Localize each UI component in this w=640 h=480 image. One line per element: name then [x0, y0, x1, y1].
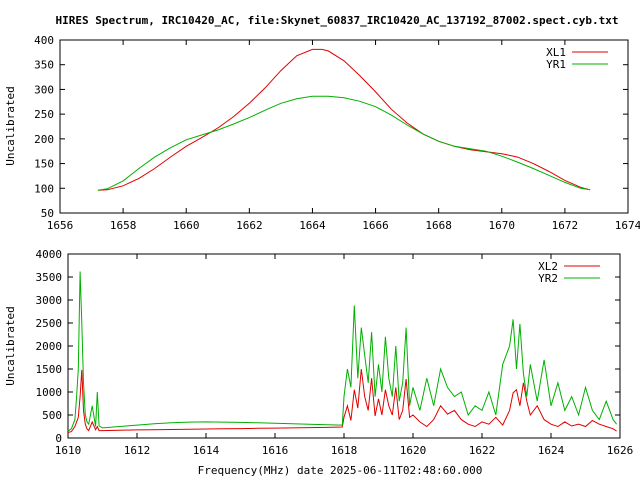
bottom-y-tick-label: 1500 — [36, 363, 63, 376]
bottom-y-tick-label: 3000 — [36, 294, 63, 307]
series-line-yr2 — [67, 271, 617, 432]
bottom-y-tick-label: 4000 — [36, 248, 63, 261]
top-x-tick-label: 1662 — [236, 219, 263, 232]
top-x-tick-label: 1658 — [110, 219, 137, 232]
bottom-x-tick-label: 1626 — [607, 444, 634, 457]
bottom-x-tick-label: 1618 — [331, 444, 358, 457]
bottom-y-tick-label: 2000 — [36, 340, 63, 353]
top-chart-panel: 1656 1658 1660 1662 1664 1666 1668 1670 1672 1674… — [4, 34, 640, 232]
series-line-xl2 — [67, 368, 617, 433]
top-plot-frame — [59, 39, 629, 214]
bottom-x-tick-label: 1620 — [400, 444, 427, 457]
top-y-tick-label: 350 — [34, 59, 54, 72]
bottom-chart-panel: 1610 1612 1614 1616 1618 1620 1622 1624 1626 0 500… — [4, 248, 633, 457]
bottom-x-tick-label: 1610 — [55, 444, 82, 457]
series-line-yr1 — [97, 95, 591, 191]
top-x-tick-label: 1672 — [552, 219, 579, 232]
bottom-axis-ticks: 1610 1612 1614 1616 1618 1620 1622 1624 1626 0 500… — [36, 248, 634, 457]
top-y-tick-label: 400 — [34, 34, 54, 47]
bottom-x-tick-label: 1624 — [538, 444, 565, 457]
top-y-tick-label: 250 — [34, 108, 54, 121]
bottom-y-tick-label: 3500 — [36, 271, 63, 284]
bottom-x-tick-label: 1614 — [193, 444, 220, 457]
bottom-x-tick-label: 1616 — [262, 444, 289, 457]
series-line-xl1 — [97, 48, 591, 191]
top-x-tick-label: 1656 — [47, 219, 74, 232]
top-y-tick-label: 50 — [41, 207, 54, 220]
top-x-tick-label: 1668 — [425, 219, 452, 232]
top-x-tick-label: 1670 — [489, 219, 516, 232]
legend-label-yr2: YR2 — [538, 272, 558, 285]
top-x-tick-label: 1660 — [173, 219, 200, 232]
bottom-x-tick-label: 1612 — [124, 444, 151, 457]
bottom-y-tick-label: 0 — [55, 432, 62, 445]
top-series-lines — [97, 48, 591, 191]
bottom-x-tick-label: 1622 — [469, 444, 496, 457]
bottom-y-tick-label: 1000 — [36, 386, 63, 399]
top-y-axis-label: Uncalibrated — [4, 86, 17, 165]
bottom-y-tick-label: 2500 — [36, 317, 63, 330]
top-y-tick-label: 100 — [34, 182, 54, 195]
bottom-y-axis-label: Uncalibrated — [4, 306, 17, 385]
legend-label-xl1: XL1 — [546, 46, 566, 59]
legend-label-xl2: XL2 — [538, 260, 558, 273]
legend-label-yr1: YR1 — [546, 58, 566, 71]
top-x-tick-label: 1674 — [615, 219, 640, 232]
x-axis-label: Frequency(MHz) date 2025-06-11T02:48:60.… — [198, 464, 483, 477]
top-y-tick-label: 300 — [34, 83, 54, 96]
top-axis-ticks: 1656 1658 1660 1662 1664 1666 1668 1670 1672 1674… — [34, 34, 640, 232]
bottom-series-lines — [67, 271, 617, 433]
top-y-tick-label: 150 — [34, 158, 54, 171]
top-x-tick-label: 1666 — [362, 219, 389, 232]
figure-title: HIRES Spectrum, IRC10420_AC, file:Skynet… — [56, 14, 619, 27]
top-y-tick-label: 200 — [34, 133, 54, 146]
bottom-y-tick-label: 500 — [42, 409, 62, 422]
top-x-tick-label: 1664 — [299, 219, 326, 232]
